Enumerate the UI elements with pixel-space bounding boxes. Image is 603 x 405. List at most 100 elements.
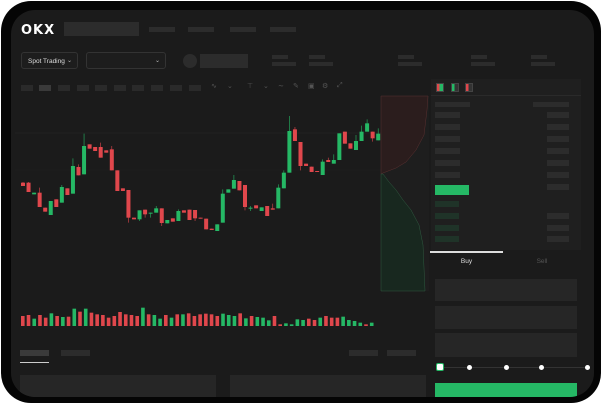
interval-button[interactable] [114,85,126,91]
volume-bar [55,316,59,326]
slider-step-50[interactable] [504,365,509,370]
interval-button[interactable] [77,85,89,91]
draw-icon[interactable]: ✎ [293,83,299,90]
volume-bar [364,324,368,326]
chevron-down-icon[interactable]: ⌄ [227,83,233,90]
bid-row-amount[interactable] [547,213,569,219]
ask-row-price[interactable] [435,160,460,166]
last-price-badge[interactable] [435,185,469,195]
ask-row-price[interactable] [435,124,460,130]
candle [137,210,142,220]
filter-button[interactable] [349,350,378,356]
stat-label [398,55,414,59]
book-bids-icon[interactable] [451,83,459,92]
candle [76,167,81,176]
ask-row-price[interactable] [435,112,460,118]
bid-row-amount[interactable] [547,236,569,242]
slider-step-25[interactable] [467,365,472,370]
nav-item[interactable] [188,27,214,32]
filter-button[interactable] [387,350,416,356]
interval-button[interactable] [21,85,33,91]
candle [226,189,231,193]
candle [198,217,203,219]
candle [281,172,286,189]
buy-button[interactable] [435,383,577,397]
market-type-dropdown[interactable]: Spot Trading ⌄ [21,52,78,69]
settings-icon[interactable]: ⚙ [322,83,329,90]
nav-item[interactable] [230,27,256,32]
ask-row-amount[interactable] [547,124,569,130]
candle [43,207,48,212]
candle [143,209,148,215]
interval-button[interactable] [58,85,70,91]
book-both-icon[interactable] [436,83,444,92]
slider-step-100[interactable] [585,365,590,370]
amount-input[interactable] [435,306,577,329]
interval-button[interactable] [132,85,144,91]
bid-row-price[interactable] [435,201,459,207]
ask-row-amount[interactable] [547,172,569,178]
slider-step-75[interactable] [539,365,544,370]
nav-item[interactable] [270,27,296,32]
okx-logo[interactable]: OKX [21,23,56,38]
chart-type-icon[interactable]: ⊤ [247,83,254,90]
ask-row-price[interactable] [435,136,460,142]
tab-sell[interactable]: Sell [536,258,548,265]
candle [265,206,270,216]
volume-bar [112,316,117,326]
amount-slider-track[interactable] [440,367,588,368]
book-header-amount[interactable] [533,102,569,107]
line-tool-icon[interactable]: ∼ [278,83,284,90]
ask-row-price[interactable] [435,172,460,178]
volume-bar [329,317,334,326]
interval-button[interactable] [151,85,163,91]
candle [104,150,109,153]
chevron-down-icon: ⌄ [66,58,72,64]
bid-row-price[interactable] [435,225,459,231]
tab-open-orders[interactable] [20,350,49,356]
interval-button[interactable] [189,85,201,91]
search-input[interactable] [64,22,139,36]
pair-selector-dropdown[interactable]: ⌄ [86,52,166,69]
candle [204,218,209,230]
interval-button[interactable] [170,85,182,91]
amount-slider-thumb[interactable] [436,363,444,371]
indicator-icon[interactable]: ∿ [211,83,217,90]
chevron-down-icon[interactable]: ⌄ [263,83,269,90]
bid-row-price[interactable] [435,236,459,242]
interval-button[interactable] [95,85,107,91]
book-header-price[interactable] [435,102,470,107]
volume-bar [358,322,363,326]
volume-bar [255,317,260,326]
coin-avatar [183,54,197,68]
nav-item[interactable] [149,27,175,32]
fullscreen-icon[interactable]: ⤢ [337,82,343,89]
bid-row-amount[interactable] [547,225,569,231]
stat-value [272,62,296,66]
candle [65,188,70,195]
bid-row-price[interactable] [435,213,459,219]
ask-row-amount[interactable] [547,184,569,190]
tab-order-history[interactable] [61,350,90,356]
tab-buy[interactable]: Buy [460,258,473,265]
ask-row-amount[interactable] [547,112,569,118]
candle [215,224,220,231]
ask-row-amount[interactable] [547,160,569,166]
volume-bar [347,320,351,326]
price-input[interactable] [435,279,577,301]
stat-value [531,62,555,66]
total-input[interactable] [435,333,577,357]
volume-bar [146,314,151,326]
ask-row-price[interactable] [435,148,460,154]
candle [132,217,136,220]
ask-row-amount[interactable] [547,148,569,154]
camera-icon[interactable]: ▣ [308,83,315,90]
ask-row-amount[interactable] [547,136,569,142]
interval-button-active[interactable] [39,85,51,91]
candlestick-chart[interactable] [11,10,594,397]
volume-bar [301,320,305,326]
volume-bar [284,323,288,326]
volume-bar [226,315,231,326]
book-asks-icon[interactable] [465,83,473,92]
volume-bar [95,314,99,326]
